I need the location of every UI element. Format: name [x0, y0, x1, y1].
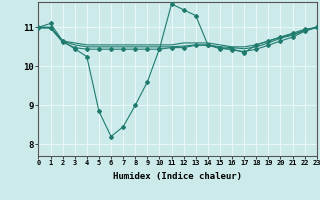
X-axis label: Humidex (Indice chaleur): Humidex (Indice chaleur) [113, 172, 242, 181]
